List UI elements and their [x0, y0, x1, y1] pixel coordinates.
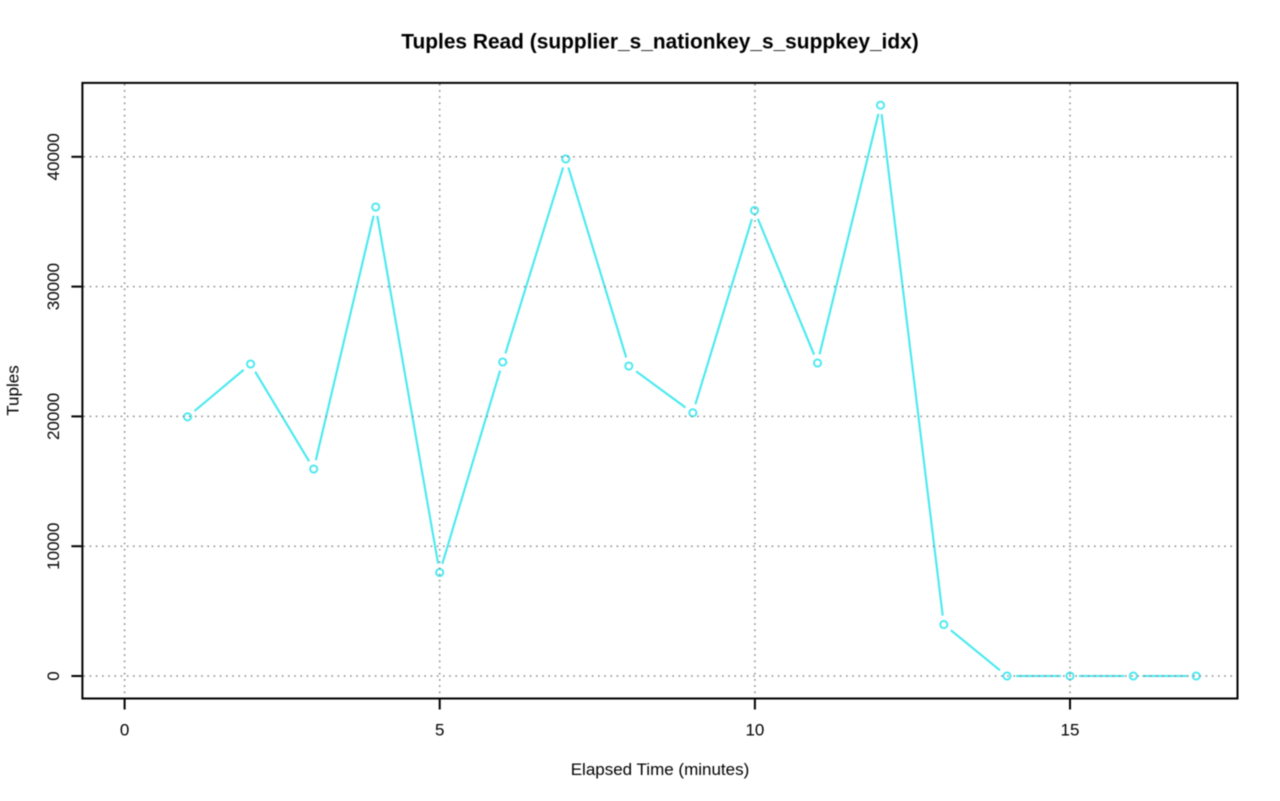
- svg-text:30000: 30000: [44, 263, 63, 310]
- svg-text:Tuples: Tuples: [4, 365, 23, 415]
- svg-text:5: 5: [435, 721, 444, 740]
- svg-text:20000: 20000: [44, 393, 63, 440]
- svg-text:10: 10: [745, 721, 764, 740]
- svg-text:Tuples Read (supplier_s_nation: Tuples Read (supplier_s_nationkey_s_supp…: [401, 31, 918, 54]
- svg-text:0: 0: [44, 671, 63, 680]
- svg-text:10000: 10000: [44, 523, 63, 570]
- svg-text:0: 0: [120, 721, 129, 740]
- svg-text:15: 15: [1061, 721, 1080, 740]
- svg-text:Elapsed Time (minutes): Elapsed Time (minutes): [571, 760, 750, 779]
- svg-text:40000: 40000: [44, 133, 63, 180]
